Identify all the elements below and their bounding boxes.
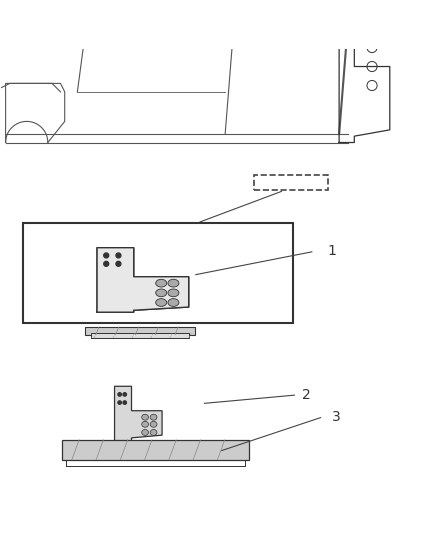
Ellipse shape (142, 414, 148, 420)
Circle shape (116, 253, 121, 258)
Circle shape (116, 261, 121, 266)
Ellipse shape (156, 289, 167, 297)
Ellipse shape (150, 414, 157, 420)
Ellipse shape (168, 279, 179, 287)
Polygon shape (115, 386, 162, 441)
Bar (254, 175, 328, 190)
Text: 2: 2 (302, 388, 311, 402)
Ellipse shape (150, 421, 157, 427)
Circle shape (104, 253, 109, 258)
Text: 1: 1 (328, 244, 337, 259)
Polygon shape (97, 248, 189, 312)
Polygon shape (91, 333, 189, 338)
Circle shape (123, 401, 127, 404)
Ellipse shape (168, 289, 179, 297)
Ellipse shape (156, 279, 167, 287)
Circle shape (123, 393, 127, 396)
Text: 3: 3 (332, 410, 341, 424)
Ellipse shape (142, 430, 148, 435)
Ellipse shape (150, 430, 157, 435)
Ellipse shape (168, 298, 179, 306)
Circle shape (118, 393, 121, 396)
Polygon shape (85, 327, 195, 335)
Circle shape (104, 261, 109, 266)
Ellipse shape (142, 421, 148, 427)
Circle shape (118, 401, 121, 404)
Polygon shape (62, 440, 249, 460)
Ellipse shape (156, 298, 167, 306)
Bar (23, 223, 293, 323)
